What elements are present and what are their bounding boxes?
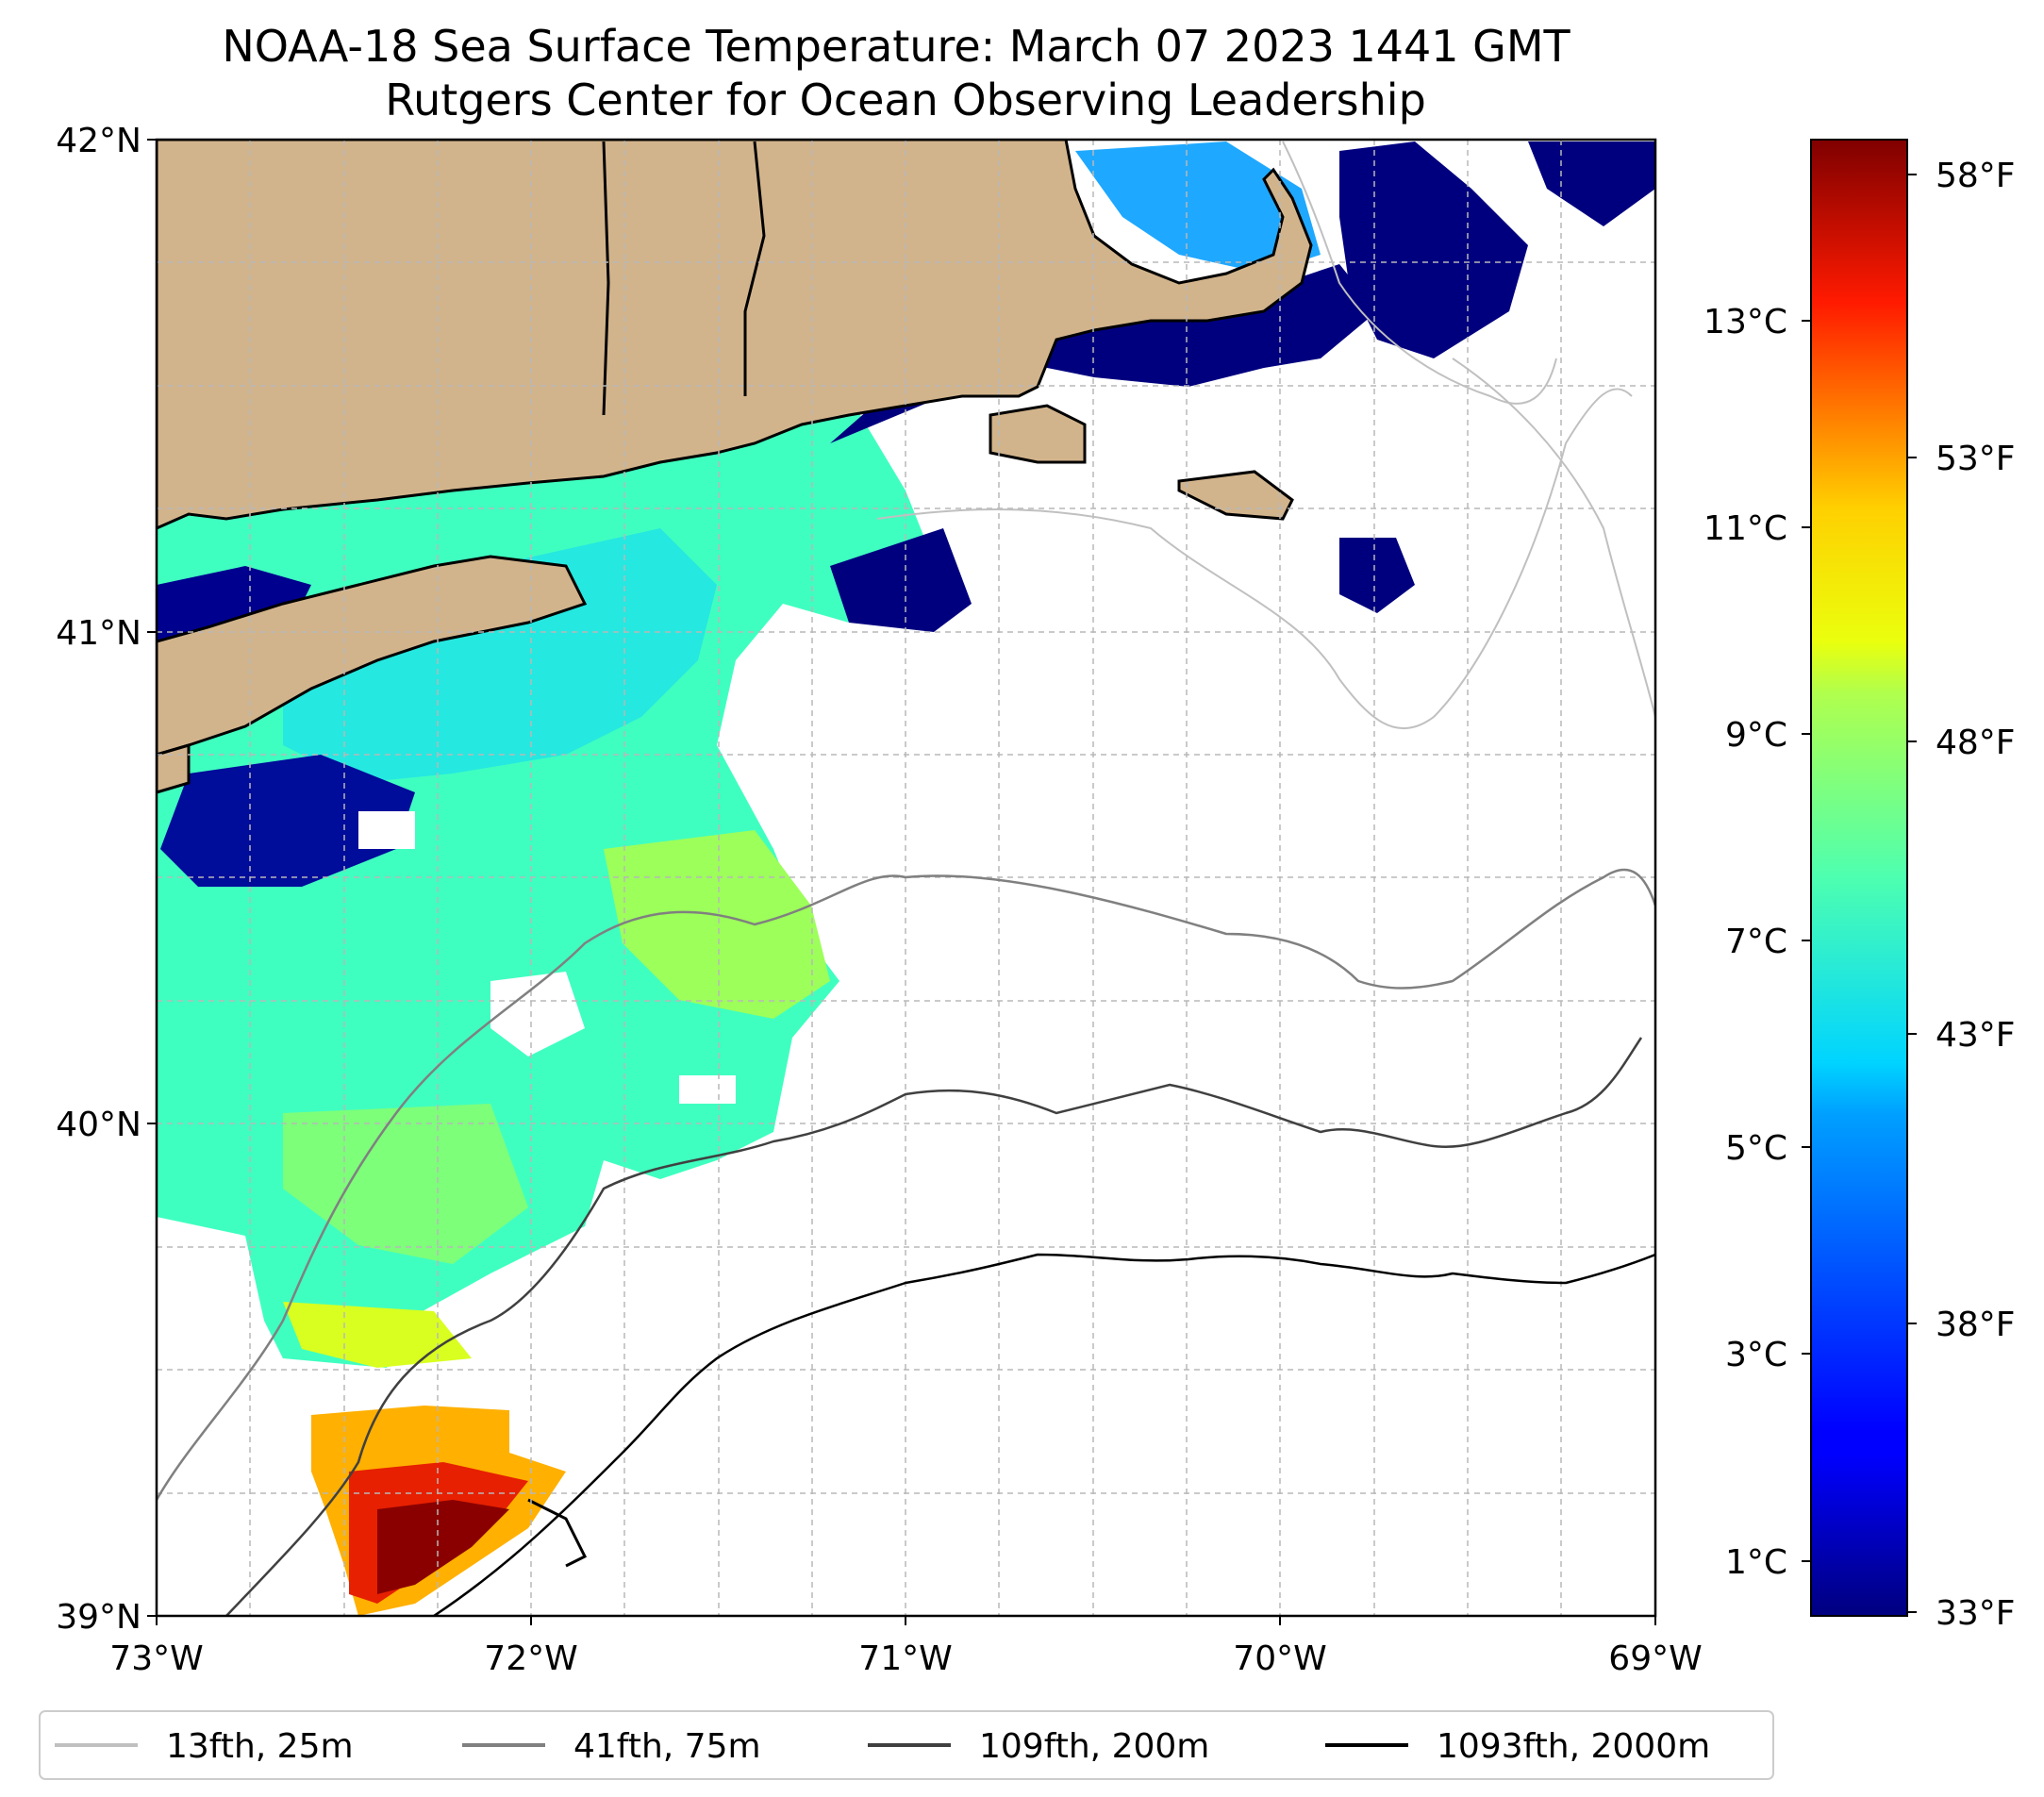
cloud-gap-1 [490, 972, 585, 1057]
lon-tick-69: 69°W [1608, 1639, 1702, 1678]
colorbar-f-48: 48°F [1936, 724, 2016, 762]
isobath-25m-b [1452, 358, 1655, 718]
lat-tick-40: 40°N [56, 1106, 141, 1144]
legend: 13fth, 25m 41fth, 75m 109fth, 200m 1093f… [39, 1710, 1774, 1780]
colorbar-c-7: 7°C [1725, 923, 1787, 961]
lon-tick-72: 72°W [484, 1639, 577, 1678]
map-area [157, 140, 1655, 1616]
lon-axis: 73°W 72°W 71°W 70°W 69°W [109, 1616, 1703, 1678]
sst-warmest [377, 1500, 509, 1594]
colorbar-f-33: 33°F [1936, 1594, 2016, 1633]
lat-axis: 42°N 41°N 40°N 39°N [56, 122, 157, 1637]
nantucket [1177, 470, 1294, 521]
colorbar: 13°C 11°C 9°C 7°C 5°C 3°C 1°C 58°F 53°F … [1703, 139, 2016, 1633]
isobath-200m [225, 1037, 1643, 1616]
lat-tick-41: 41°N [56, 614, 141, 653]
colorbar-f-58: 58°F [1936, 157, 2016, 195]
land [157, 140, 1313, 1568]
sst-cold-cape [1339, 141, 1528, 358]
sst-cold-ne [1528, 141, 1655, 226]
lat-tick-39: 39°N [56, 1598, 141, 1637]
colorbar-f-53: 53°F [1936, 440, 2016, 478]
title-line-2: Rutgers Center for Ocean Observing Leade… [385, 75, 1426, 125]
isobath-2000m [433, 1253, 1655, 1616]
coast-fragment [527, 1498, 588, 1568]
ct-ri-border [743, 141, 766, 396]
legend-label-75m: 41fth, 75m [573, 1727, 761, 1766]
sst-cold-offshore [830, 528, 972, 632]
sst-cold-nantucket-shoals [1339, 538, 1415, 613]
title-line-1: NOAA-18 Sea Surface Temperature: March 0… [222, 21, 1570, 72]
lon-tick-71: 71°W [858, 1639, 952, 1678]
isobath-25m [876, 388, 1633, 730]
legend-label-25m: 13fth, 25m [166, 1727, 354, 1766]
legend-label-200m: 109fth, 200m [979, 1727, 1209, 1766]
lon-tick-70: 70°W [1233, 1639, 1326, 1678]
marthas-vineyard [989, 404, 1087, 464]
ny-ct-border [602, 141, 610, 416]
isobath-75m [157, 868, 1655, 1501]
cloud-gap-2 [358, 811, 415, 849]
isobath-25m-c [1282, 141, 1557, 405]
sst-bay-blue [1075, 141, 1321, 274]
new-england-land [157, 140, 1313, 530]
colorbar-c-13: 13°C [1703, 303, 1787, 341]
lon-tick-73: 73°W [109, 1639, 203, 1678]
colorbar-c-1: 1°C [1725, 1543, 1787, 1582]
colorbar-c-5: 5°C [1725, 1129, 1787, 1168]
colorbar-c-3: 3°C [1725, 1336, 1787, 1374]
colorbar-f-38: 38°F [1936, 1306, 2016, 1344]
colorbar-gradient [1810, 139, 1908, 1617]
gridlines [157, 140, 1655, 1616]
sst-cold-nj [160, 755, 415, 887]
sst-yellow-patch [283, 1302, 472, 1368]
colorbar-c-11: 11°C [1703, 509, 1787, 548]
staten-island-nj [157, 742, 191, 794]
lat-tick-42: 42°N [56, 122, 141, 160]
legend-label-2000m: 1093fth, 2000m [1437, 1727, 1710, 1766]
colorbar-f-43: 43°F [1936, 1016, 2016, 1055]
colorbar-c-9: 9°C [1725, 716, 1787, 755]
long-island [157, 555, 588, 757]
cloud-gap-3 [679, 1075, 736, 1104]
